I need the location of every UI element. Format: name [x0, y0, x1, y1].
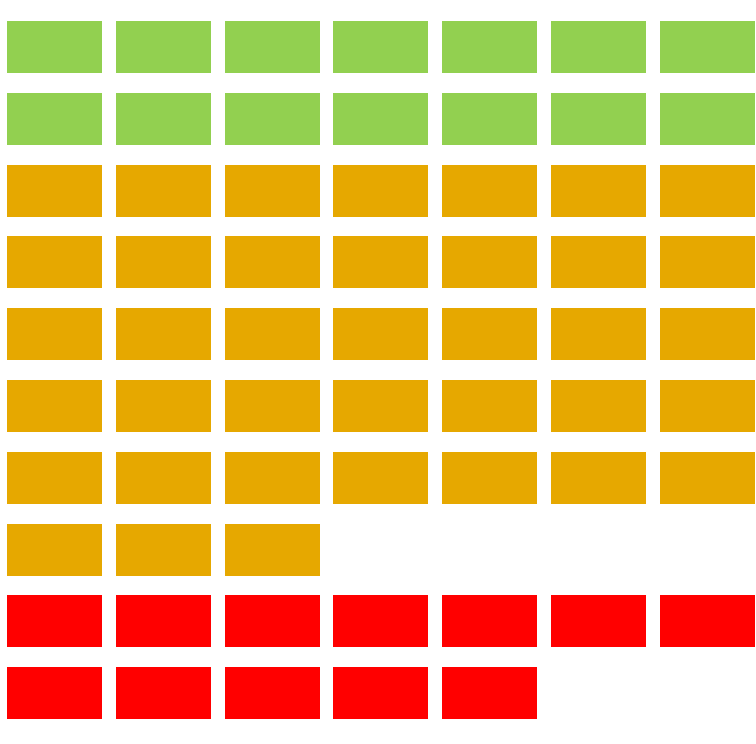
- orange-block: [660, 380, 755, 432]
- red-block: [442, 667, 537, 719]
- green-block: [660, 21, 755, 73]
- orange-block: [225, 452, 320, 504]
- green-block: [551, 21, 646, 73]
- orange-block: [442, 308, 537, 360]
- red-block: [333, 667, 428, 719]
- green-block: [442, 93, 537, 145]
- orange-block: [225, 165, 320, 217]
- green-block: [660, 93, 755, 145]
- orange-block: [116, 380, 211, 432]
- orange-block: [333, 308, 428, 360]
- orange-block: [116, 524, 211, 576]
- orange-block: [551, 380, 646, 432]
- orange-block: [333, 165, 428, 217]
- orange-block: [225, 308, 320, 360]
- red-block: [333, 595, 428, 647]
- red-block: [660, 595, 755, 647]
- red-block: [225, 595, 320, 647]
- orange-block: [116, 165, 211, 217]
- orange-block: [660, 236, 755, 288]
- green-block: [7, 93, 102, 145]
- green-block: [442, 21, 537, 73]
- red-block: [116, 667, 211, 719]
- orange-block: [7, 524, 102, 576]
- green-block: [116, 21, 211, 73]
- orange-block: [225, 380, 320, 432]
- green-block: [7, 21, 102, 73]
- orange-block: [225, 236, 320, 288]
- red-block: [7, 595, 102, 647]
- orange-block: [7, 236, 102, 288]
- green-block: [333, 93, 428, 145]
- orange-block: [7, 380, 102, 432]
- orange-block: [116, 452, 211, 504]
- orange-block: [551, 165, 646, 217]
- orange-block: [116, 308, 211, 360]
- green-block: [116, 93, 211, 145]
- red-block: [225, 667, 320, 719]
- red-block: [116, 595, 211, 647]
- orange-block: [660, 452, 755, 504]
- orange-block: [7, 452, 102, 504]
- red-block: [551, 595, 646, 647]
- orange-block: [442, 452, 537, 504]
- green-block: [225, 93, 320, 145]
- red-block: [442, 595, 537, 647]
- orange-block: [7, 165, 102, 217]
- green-block: [551, 93, 646, 145]
- orange-block: [442, 165, 537, 217]
- orange-block: [116, 236, 211, 288]
- orange-block: [333, 452, 428, 504]
- orange-block: [660, 165, 755, 217]
- green-block: [333, 21, 428, 73]
- orange-block: [551, 452, 646, 504]
- orange-block: [551, 236, 646, 288]
- orange-block: [7, 308, 102, 360]
- orange-block: [333, 380, 428, 432]
- orange-block: [442, 380, 537, 432]
- orange-block: [225, 524, 320, 576]
- orange-block: [442, 236, 537, 288]
- green-block: [225, 21, 320, 73]
- red-block: [7, 667, 102, 719]
- orange-block: [551, 308, 646, 360]
- orange-block: [660, 308, 755, 360]
- orange-block: [333, 236, 428, 288]
